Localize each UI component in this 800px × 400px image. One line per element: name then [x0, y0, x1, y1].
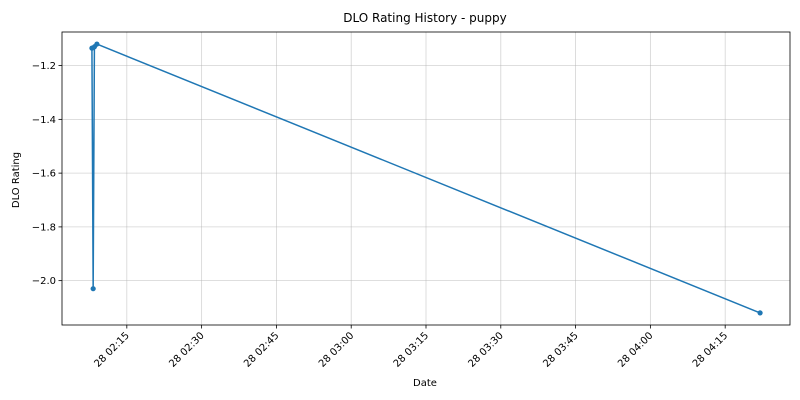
y-tick-label: −1.4: [32, 115, 56, 126]
y-axis-title: DLO Rating: [11, 152, 22, 208]
y-tick-label: −2.0: [32, 276, 56, 287]
data-point: [94, 41, 100, 47]
grid-lines: [62, 32, 790, 325]
y-tick-label: −1.6: [32, 169, 56, 180]
data-point: [757, 310, 763, 316]
series-layer: [89, 41, 763, 316]
x-axis-title: Date: [413, 378, 437, 389]
data-point: [90, 286, 96, 292]
y-tick-label: −1.8: [32, 222, 56, 233]
chart-title: DLO Rating History - puppy: [343, 11, 506, 25]
y-tick-label: −1.2: [32, 61, 56, 72]
y-axis-ticks: −2.0 −1.8 −1.6 −1.4 −1.2: [32, 61, 62, 287]
